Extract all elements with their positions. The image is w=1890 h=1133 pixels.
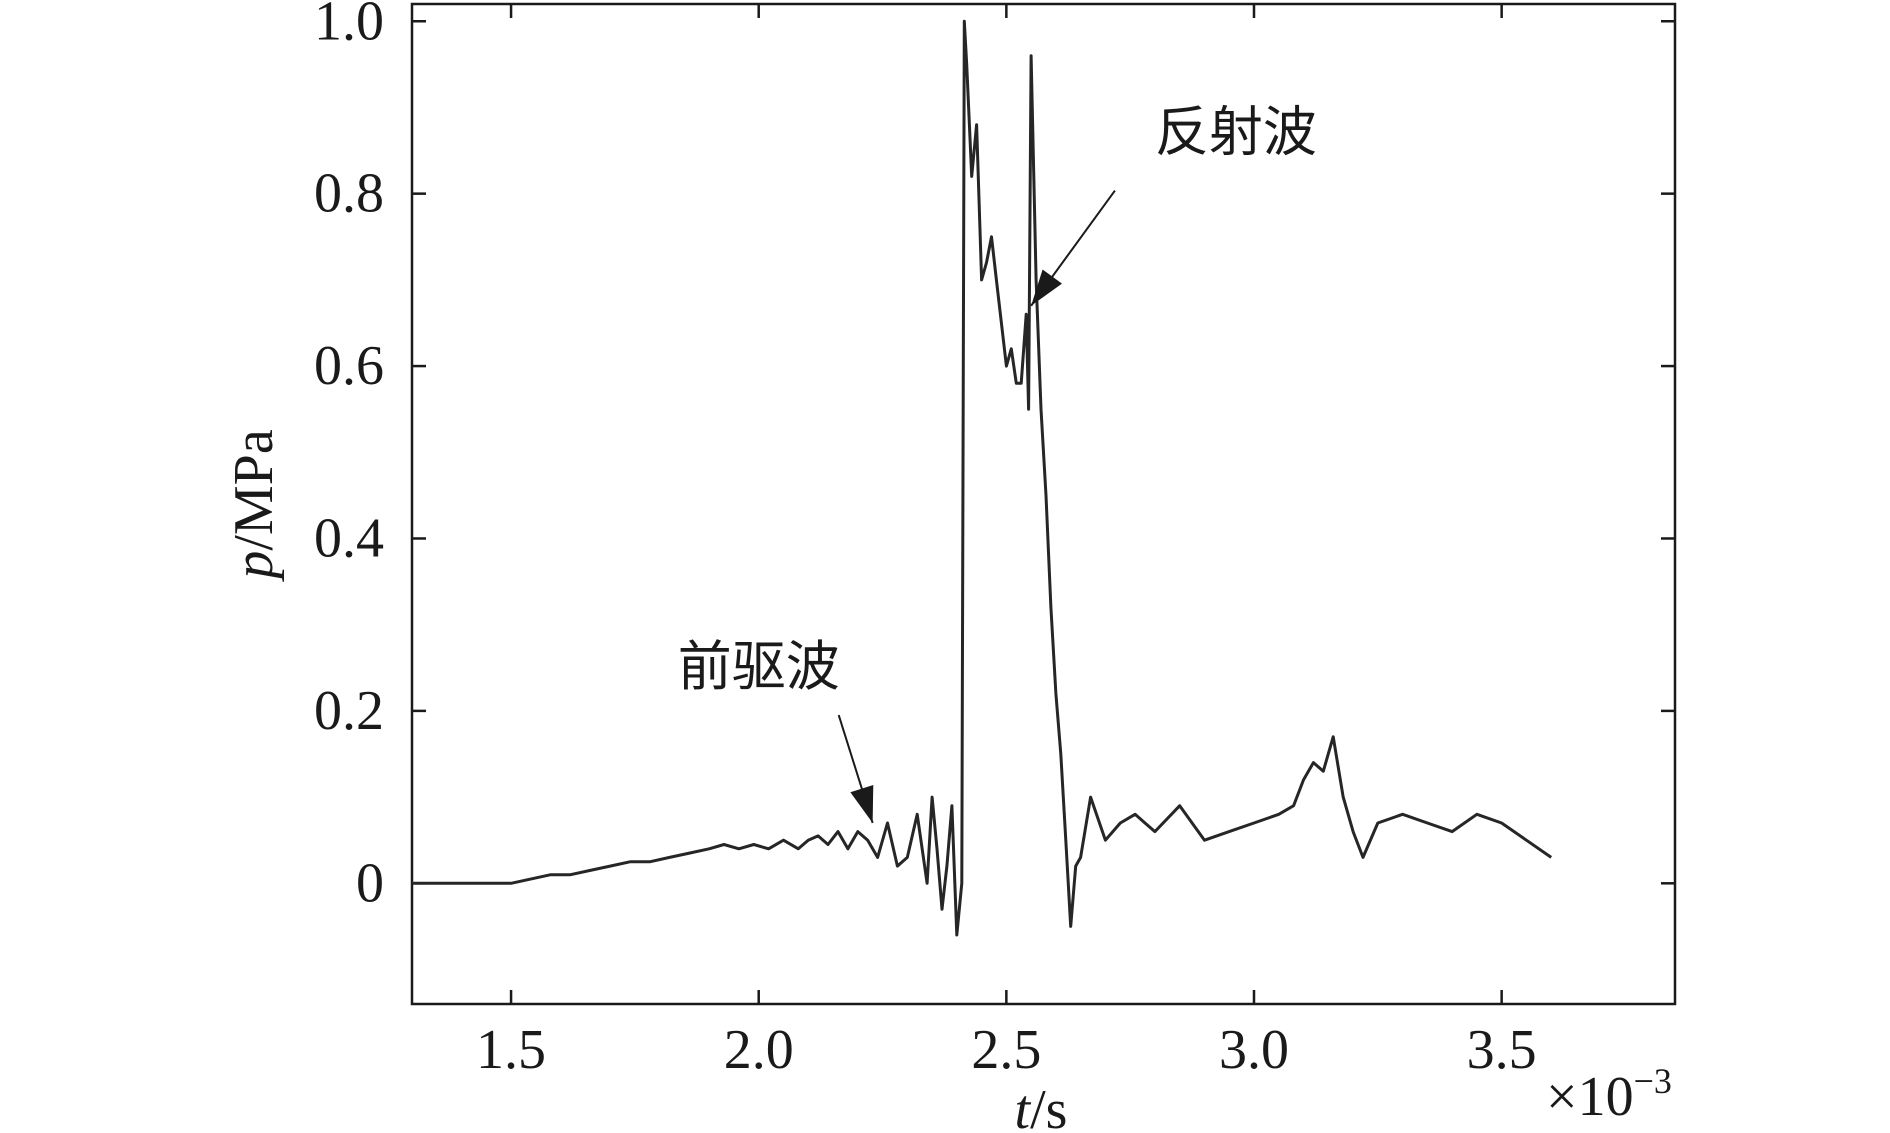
x-tick-label: 2.5 (971, 1019, 1041, 1081)
annotations: 前驱波 反射波 (678, 101, 1317, 824)
pressure-series-line (412, 19, 1553, 937)
x-axis-label: t/s (1015, 1079, 1068, 1133)
y-tick-label: 0.4 (314, 507, 384, 569)
annotation-label: 前驱波 (678, 635, 840, 698)
axis-ticks (412, 4, 1675, 1004)
x-tick-label: 3.0 (1219, 1019, 1289, 1081)
annotation-arrow-head (850, 785, 874, 823)
y-tick-label: 0.2 (314, 680, 384, 742)
x-tick-label: 3.5 (1467, 1019, 1537, 1081)
y-tick-label: 0.6 (314, 335, 384, 397)
axis-tick-labels: 1.5 2.0 2.5 3.0 3.5 0 0.2 0.4 0.6 0.8 1.0 (314, 0, 1537, 1081)
y-tick-label: 1.0 (314, 0, 384, 52)
annotation-label: 反射波 (1155, 101, 1317, 164)
x-tick-label: 1.5 (476, 1019, 546, 1081)
plot-frame (410, 2, 1677, 1006)
x-axis-multiplier: ×10−3 (1546, 1061, 1672, 1128)
y-tick-label: 0 (356, 852, 384, 914)
annotation-arrow-head (1031, 269, 1063, 306)
y-tick-label: 0.8 (314, 163, 384, 225)
x-tick-label: 2.0 (724, 1019, 794, 1081)
y-axis-label: p/MPa (223, 429, 285, 582)
